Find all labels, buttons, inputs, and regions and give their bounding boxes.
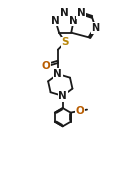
Text: N: N	[51, 15, 60, 26]
Text: N: N	[69, 15, 78, 26]
Text: S: S	[61, 37, 69, 47]
Text: O: O	[75, 106, 84, 116]
Text: O: O	[41, 61, 50, 71]
Text: N: N	[54, 69, 62, 79]
Text: N: N	[58, 91, 67, 101]
Text: N: N	[92, 23, 100, 33]
Text: N: N	[77, 8, 85, 18]
Text: N: N	[60, 8, 68, 18]
